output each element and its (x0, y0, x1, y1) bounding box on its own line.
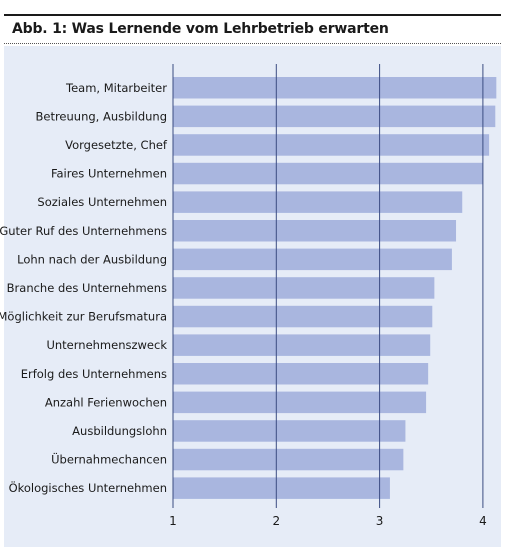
category-labels-group: Team, Mitarbeiter Betreuung, Ausbildung Vo… (0, 81, 168, 495)
category-label-10: Erfolg des Unternehmens (21, 367, 167, 381)
category-label-14: Ökologisches Unternehmen (9, 479, 167, 495)
bar-8 (173, 305, 433, 328)
bar-6 (173, 248, 452, 271)
category-label-11: Anzahl Ferienwochen (45, 395, 167, 409)
bar-7 (173, 277, 435, 299)
bar-4 (173, 191, 463, 213)
category-label-1: Betreuung, Ausbildung (35, 109, 167, 123)
bar-14 (173, 477, 390, 499)
x-tick-label-2: 3 (376, 514, 384, 528)
bar-10 (173, 363, 429, 385)
category-label-3: Faires Unternehmen (51, 167, 167, 181)
category-label-9: Unternehmenszweck (46, 338, 167, 352)
x-tick-label-3: 4 (479, 514, 487, 528)
bar-9 (173, 334, 431, 356)
category-label-7: Branche des Unternehmens (7, 281, 167, 295)
bar-1 (173, 105, 496, 128)
bar-12 (173, 420, 406, 442)
bar-0 (173, 77, 497, 99)
category-label-13: Übernahmechancen (51, 451, 167, 467)
gridlines-group (172, 64, 484, 508)
bar-11 (173, 391, 427, 414)
category-label-6: Lohn nach der Ausbildung (17, 252, 167, 266)
category-label-12: Ausbildungslohn (72, 424, 167, 438)
title-divider (4, 43, 501, 44)
top-rule (4, 14, 501, 16)
category-label-4: Soziales Unternehmen (37, 195, 167, 209)
bar-2 (173, 134, 490, 156)
bars-group (173, 77, 497, 499)
chart-title: Abb. 1: Was Lernende vom Lehrbetrieb erw… (12, 21, 389, 37)
tick-labels-group: 1 2 3 4 (169, 514, 487, 528)
x-tick-label-0: 1 (169, 514, 177, 528)
bar-5 (173, 220, 457, 242)
category-label-0: Team, Mitarbeiter (65, 81, 167, 95)
bar-13 (173, 448, 404, 471)
x-tick-label-1: 2 (272, 514, 280, 528)
bar-3 (173, 162, 483, 185)
category-label-2: Vorgesetzte, Chef (65, 138, 168, 152)
category-label-8: Möglichkeit zur Berufsmatura (0, 310, 167, 324)
category-label-5: Guter Ruf des Unternehmens (0, 224, 167, 238)
